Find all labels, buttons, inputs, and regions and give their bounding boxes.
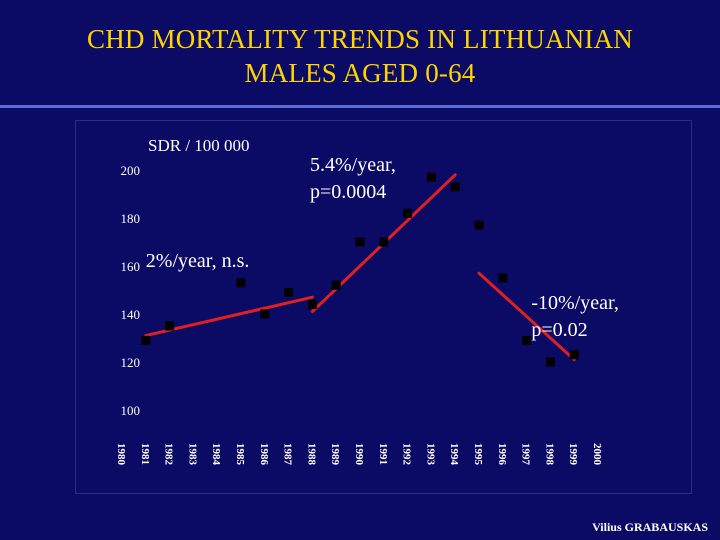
data-point bbox=[307, 299, 317, 309]
y-tick-label: 180 bbox=[121, 211, 141, 226]
data-point bbox=[165, 321, 175, 331]
data-point bbox=[355, 237, 365, 247]
title-line-2: MALES AGED 0-64 bbox=[244, 58, 476, 88]
data-point bbox=[379, 237, 389, 247]
annotation-label: 5.4%/year, bbox=[310, 154, 396, 176]
title-divider bbox=[0, 105, 720, 108]
x-tick-label: 1985 bbox=[234, 443, 246, 466]
x-tick-label: 1988 bbox=[305, 443, 317, 466]
data-point bbox=[498, 273, 508, 283]
x-tick-label: 1993 bbox=[424, 443, 436, 466]
y-tick-label: 140 bbox=[121, 307, 141, 322]
x-tick-label: 1990 bbox=[353, 443, 365, 466]
data-point bbox=[403, 208, 413, 218]
data-point bbox=[141, 335, 151, 345]
x-tick-label: 1980 bbox=[115, 443, 127, 466]
x-tick-label: 1997 bbox=[520, 443, 532, 466]
trend-line bbox=[477, 271, 576, 362]
x-tick-label: 1995 bbox=[472, 443, 484, 466]
footer-credit: Vilius GRABAUSKAS bbox=[592, 520, 708, 534]
data-point bbox=[284, 287, 294, 297]
x-tick-label: 1996 bbox=[496, 443, 508, 466]
data-point bbox=[236, 278, 246, 288]
x-tick-label: 1982 bbox=[163, 443, 175, 466]
data-point bbox=[260, 309, 270, 319]
data-point bbox=[545, 357, 555, 367]
data-point bbox=[569, 350, 579, 360]
slide-title: CHD MORTALITY TRENDS IN LITHUANIAN MALES… bbox=[0, 22, 720, 90]
y-tick-label: 160 bbox=[121, 259, 141, 274]
y-tick-label: 120 bbox=[121, 355, 141, 370]
x-tick-label: 1981 bbox=[139, 443, 151, 465]
annotation-label: p=0.02 bbox=[531, 319, 587, 341]
x-tick-label: 1983 bbox=[186, 443, 198, 466]
annotation-label: -10%/year, bbox=[531, 292, 619, 314]
annotation-label: p=0.0004 bbox=[310, 181, 386, 203]
x-tick-label: 1992 bbox=[401, 443, 413, 466]
x-tick-label: 2000 bbox=[591, 443, 603, 466]
data-point bbox=[450, 182, 460, 192]
y-axis-label: SDR / 100 000 bbox=[148, 136, 250, 155]
data-point bbox=[426, 172, 436, 182]
x-tick-label: 1989 bbox=[329, 443, 341, 466]
x-tick-label: 1999 bbox=[567, 443, 579, 466]
x-tick-label: 1998 bbox=[543, 443, 555, 466]
x-tick-label: 1994 bbox=[448, 443, 460, 466]
x-tick-label: 1991 bbox=[377, 443, 389, 465]
chart-frame bbox=[75, 120, 692, 494]
title-line-1: CHD MORTALITY TRENDS IN LITHUANIAN bbox=[87, 24, 633, 54]
data-point bbox=[331, 280, 341, 290]
y-tick-label: 100 bbox=[121, 403, 141, 418]
x-tick-label: 1984 bbox=[210, 443, 222, 466]
data-point bbox=[474, 220, 484, 230]
x-tick-label: 1986 bbox=[258, 443, 270, 466]
annotation-label: 2%/year, n.s. bbox=[146, 250, 250, 272]
data-point bbox=[522, 335, 532, 345]
y-tick-label: 200 bbox=[121, 163, 141, 178]
x-tick-label: 1987 bbox=[282, 443, 294, 466]
